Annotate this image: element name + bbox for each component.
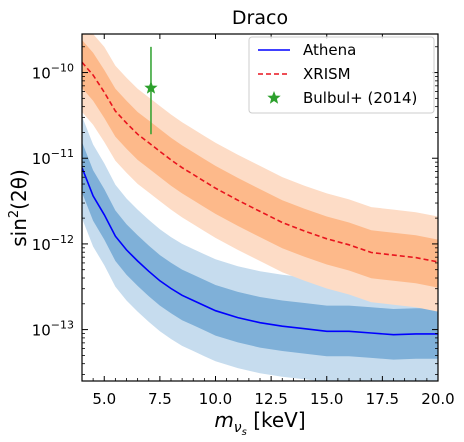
xrism-inner-band xyxy=(82,40,438,288)
legend-label-xrism: XRISM xyxy=(303,65,351,83)
xrism-median-line xyxy=(82,61,438,263)
x-tick-label: 17.5 xyxy=(366,390,399,408)
x-tick-label: 10.0 xyxy=(199,390,232,408)
plot-area xyxy=(82,34,438,381)
chart-title: Draco xyxy=(232,7,288,29)
x-tick-label: 7.5 xyxy=(148,390,172,408)
x-axis-label: mνs [keV] xyxy=(214,408,305,438)
legend-label-athena: Athena xyxy=(303,41,356,59)
x-tick-label: 20.0 xyxy=(421,390,454,408)
legend-label-bulbul: Bulbul+ (2014) xyxy=(303,89,417,107)
athena-inner-band xyxy=(82,142,438,360)
x-axis: 5.0 7.5 10.0 12.5 15.0 17.5 20.0 xyxy=(92,34,455,408)
y-tick-label: 10−10 xyxy=(32,62,74,83)
x-tick-label: 5.0 xyxy=(92,390,116,408)
legend: Athena XRISM Bulbul+ (2014) xyxy=(248,36,435,114)
x-tick-label: 15.0 xyxy=(310,390,343,408)
x-tick-label: 12.5 xyxy=(254,390,287,408)
athena-median-line xyxy=(82,167,438,336)
y-tick-label: 10−11 xyxy=(32,147,74,168)
legend-star-icon xyxy=(267,91,281,104)
bulbul-star-marker xyxy=(144,81,158,94)
legend-box xyxy=(248,36,435,114)
y-tick-label: 10−12 xyxy=(32,233,74,254)
y-axis: 10−10 10−11 10−12 10−13 xyxy=(32,46,438,375)
y-tick-label: 10−13 xyxy=(32,319,74,340)
y-axis-label: sin2(2θ) xyxy=(7,169,31,247)
